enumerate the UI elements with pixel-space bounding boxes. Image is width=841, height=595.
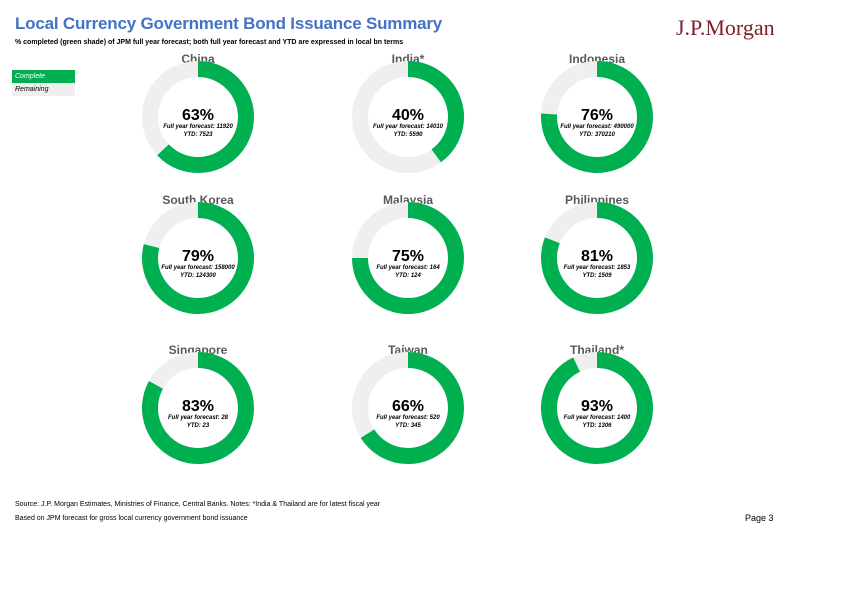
complete-slice	[407, 61, 464, 163]
ytd-label: YTD: 345	[395, 423, 421, 429]
ytd-label: YTD: 124	[395, 273, 421, 279]
legend-remaining: Remaining	[12, 83, 75, 96]
complete-slice	[142, 202, 254, 314]
percent-complete-label: 40%	[392, 107, 424, 124]
ytd-label: YTD: 5590	[393, 132, 423, 138]
page-title: Local Currency Government Bond Issuance …	[15, 14, 443, 33]
full-year-forecast-label: Full year forecast: 520	[376, 415, 440, 421]
ytd-label: YTD: 370210	[579, 132, 615, 138]
ytd-label: YTD: 23	[187, 423, 210, 429]
full-year-forecast-label: Full year forecast: 490000	[560, 124, 634, 130]
country-label: Philippines	[565, 193, 629, 207]
complete-slice	[142, 352, 254, 464]
percent-complete-label: 63%	[182, 107, 214, 124]
source-note: Source: J.P. Morgan Estimates, Ministrie…	[15, 501, 381, 508]
country-label: Thailand*	[570, 343, 624, 357]
full-year-forecast-label: Full year forecast: 1400	[564, 415, 631, 421]
basis-note: Based on JPM forecast for gross local cu…	[15, 515, 248, 522]
full-year-forecast-label: Full year forecast: 28	[168, 415, 229, 421]
percent-complete-label: 93%	[581, 398, 613, 415]
complete-slice	[352, 202, 464, 314]
page-number: Page 3	[745, 513, 774, 523]
page-subtitle: % completed (green shade) of JPM full ye…	[15, 39, 404, 46]
percent-complete-label: 76%	[581, 107, 613, 124]
full-year-forecast-label: Full year forecast: 11920	[163, 124, 233, 130]
full-year-forecast-label: Full year forecast: 14010	[373, 124, 444, 130]
legend: Complete Remaining	[12, 70, 75, 96]
complete-slice	[541, 352, 653, 464]
complete-slice	[541, 202, 653, 314]
ytd-label: YTD: 1306	[582, 423, 612, 429]
percent-complete-label: 81%	[581, 248, 613, 265]
full-year-forecast-label: Full year forecast: 158000	[161, 265, 235, 271]
legend-complete: Complete	[12, 70, 75, 83]
jpmorgan-logo: J.P.Morgan	[676, 15, 775, 40]
full-year-forecast-label: Full year forecast: 164	[376, 265, 440, 271]
complete-slice	[541, 61, 653, 173]
ytd-label: YTD: 7523	[183, 132, 213, 138]
complete-slice	[157, 61, 254, 173]
percent-complete-label: 66%	[392, 398, 424, 415]
full-year-forecast-label: Full year forecast: 1853	[564, 265, 631, 271]
ytd-label: YTD: 1509	[582, 273, 612, 279]
percent-complete-label: 83%	[182, 398, 214, 415]
complete-slice	[360, 352, 464, 464]
percent-complete-label: 79%	[182, 248, 214, 265]
ytd-label: YTD: 124300	[180, 273, 216, 279]
country-label: Indonesia	[569, 52, 625, 66]
percent-complete-label: 75%	[392, 248, 424, 265]
country-label: Singapore	[169, 343, 228, 357]
country-label: South Korea	[162, 193, 234, 207]
